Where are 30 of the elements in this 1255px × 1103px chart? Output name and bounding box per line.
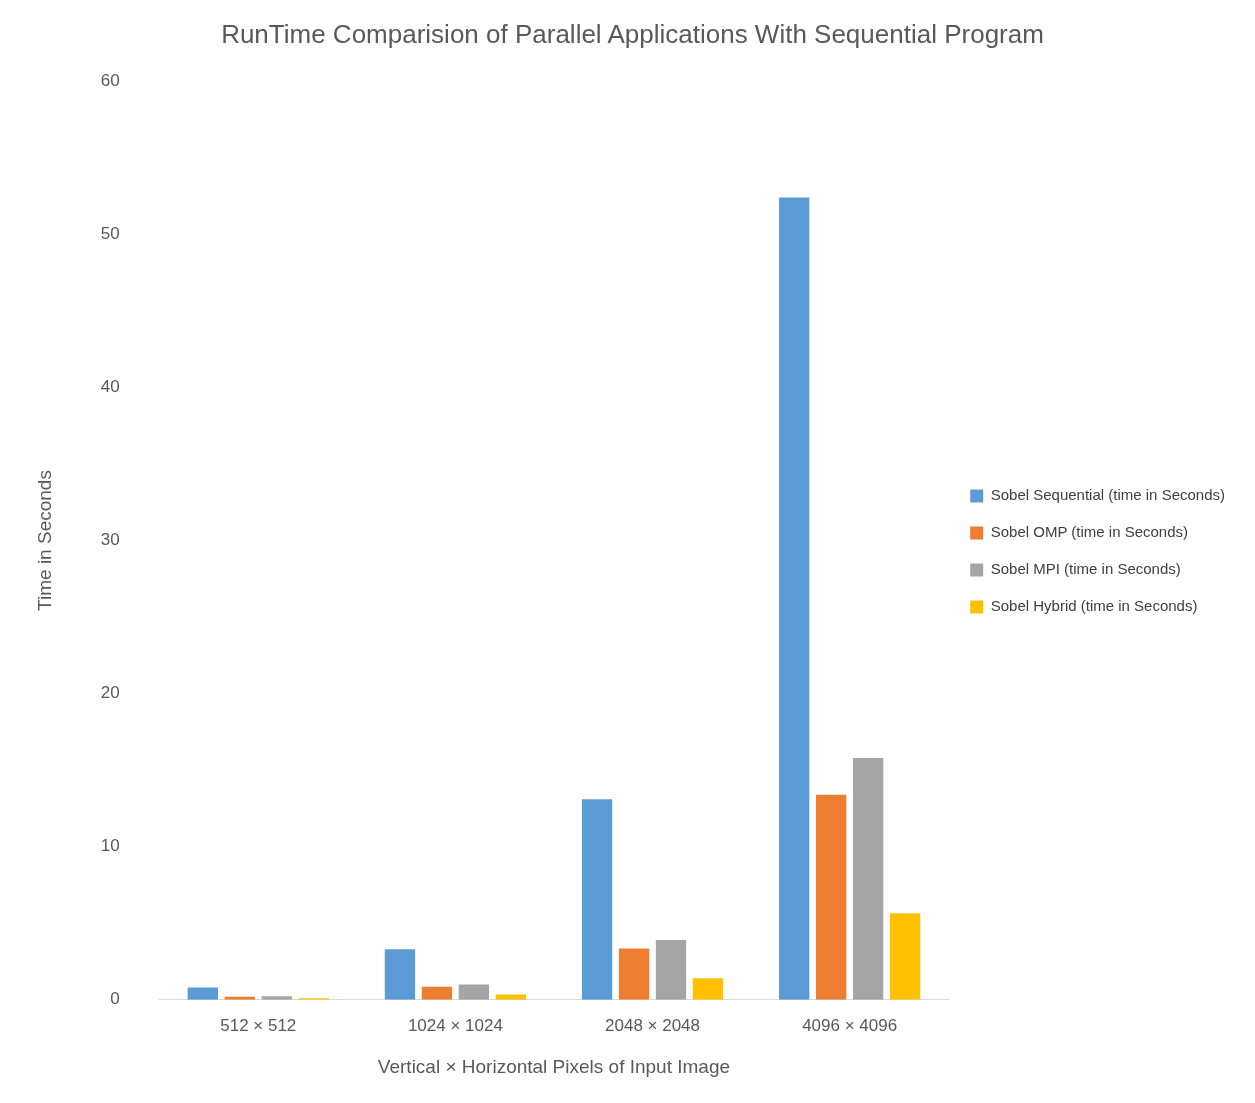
y-tick-label: 50: [100, 223, 120, 243]
y-tick-label: 40: [100, 377, 120, 397]
bar: [655, 940, 687, 1000]
bar: [495, 994, 526, 1000]
bar: [816, 794, 847, 1000]
bar: [581, 799, 613, 1000]
bar: [852, 757, 884, 1000]
x-tick-label: 1024 × 1024: [407, 1015, 503, 1035]
y-tick-label: 60: [100, 70, 120, 90]
bar: [458, 984, 490, 1000]
chart-title: RunTime Comparision of Parallel Applications With Sequential Program: [221, 18, 1044, 49]
bar: [692, 978, 724, 1000]
y-tick-label: 20: [100, 683, 120, 703]
y-tick-label: 0: [110, 989, 120, 1009]
y-tick-label: 10: [100, 836, 120, 856]
x-axis-title: Vertical × Horizontal Pixels of Input Image: [377, 1055, 731, 1077]
bar: [421, 986, 453, 1000]
y-tick-label: 30: [100, 530, 120, 550]
legend-label: Sobel Sequential (time in Seconds): [990, 486, 1226, 504]
bar: [618, 948, 650, 1000]
x-tick-label: 512 × 512: [220, 1015, 297, 1035]
bar: [889, 913, 921, 1000]
legend-label: Sobel Hybrid (time in Seconds): [990, 597, 1198, 615]
legend-label: Sobel MPI (time in Seconds): [990, 560, 1181, 578]
bar: [779, 197, 810, 1000]
legend-label: Sobel OMP (time in Seconds): [990, 523, 1189, 541]
x-tick-label: 4096 × 4096: [802, 1015, 898, 1035]
bar: [384, 949, 416, 1000]
x-tick-label: 2048 × 2048: [605, 1015, 701, 1035]
y-axis-title: Time in Seconds: [33, 470, 55, 611]
